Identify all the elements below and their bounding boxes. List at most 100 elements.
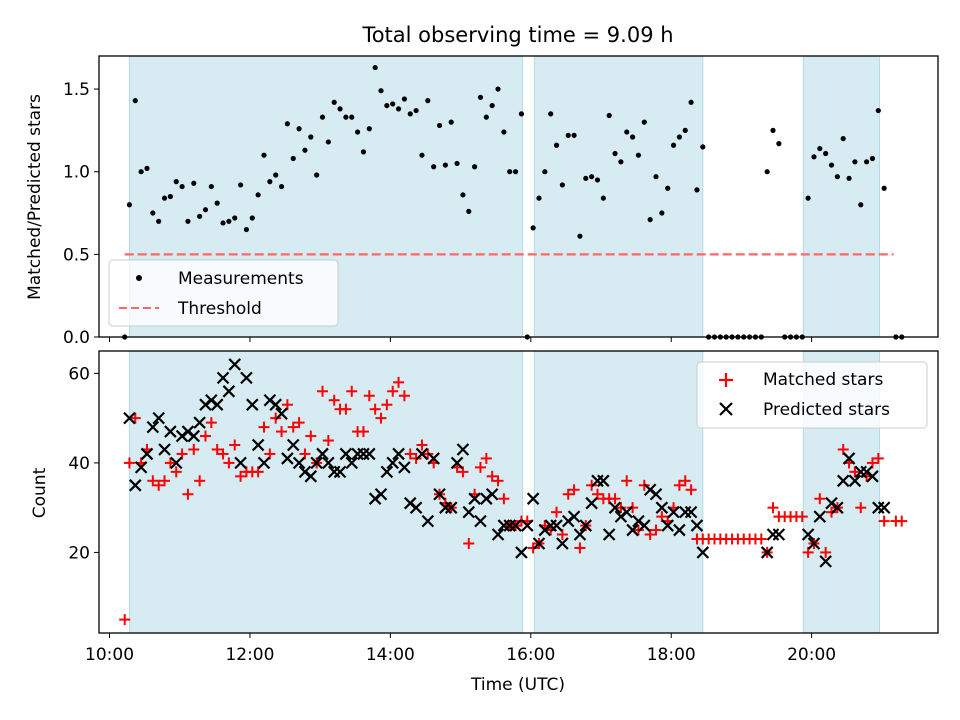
measurement-point: [618, 159, 624, 165]
measurement-point: [536, 195, 542, 201]
matched-stars-point: [258, 421, 270, 433]
predicted-stars-point: [450, 456, 464, 470]
top-panel-legend-box: [108, 259, 339, 327]
predicted-stars-point: [567, 510, 581, 523]
x-tick-label: 18:00: [647, 645, 696, 665]
measurement-point: [840, 136, 846, 142]
measurement-point: [489, 102, 495, 109]
predicted-stars-point: [573, 528, 587, 541]
figure-title: Total observing time = 9.09 h: [361, 23, 673, 47]
predicted-stars-point: [556, 537, 569, 550]
measurement-point: [419, 152, 425, 158]
shaded-interval: [533, 350, 704, 634]
top-panel-x-axis: [109, 337, 813, 342]
measurement-point: [261, 152, 267, 158]
measurement-point: [641, 119, 647, 125]
measurement-point: [700, 144, 706, 150]
matched-stars-point: [194, 475, 206, 487]
predicted-stars-point: [322, 456, 335, 470]
predicted-stars-point: [345, 456, 359, 470]
measurement-point: [237, 182, 244, 188]
measurement-point: [156, 218, 162, 224]
bottom-panel-y-axis: 20 40 60: [68, 364, 99, 563]
matched-stars-point: [644, 529, 656, 541]
measurement-point: [232, 215, 238, 221]
y-tick-label: 60: [68, 364, 90, 384]
measurement-point: [214, 200, 220, 206]
matched-stars-point: [217, 448, 229, 460]
predicted-stars-point: [690, 519, 704, 532]
bottom-panel-plot-area: [119, 358, 908, 626]
measurement-point: [319, 114, 326, 120]
measurement-point: [179, 183, 185, 190]
measurement-point: [132, 98, 138, 104]
predicted-stars-point: [667, 505, 680, 519]
matched-stars-point: [223, 457, 235, 469]
measurement-point: [343, 114, 349, 120]
measurement-point: [436, 122, 443, 129]
y-tick-label: 1.0: [63, 163, 90, 183]
measurement-point: [864, 159, 870, 165]
matched-stars-point: [199, 430, 211, 442]
predicted-stars-point: [673, 523, 686, 537]
measurement-point: [448, 119, 454, 125]
predicted-stars-point: [169, 456, 183, 470]
matched-stars-point: [621, 475, 633, 487]
bottom-panel-x-axis: 10:00 12:00 14:00 16:00 18:00 20:00: [85, 633, 836, 665]
matched-stars-point: [820, 546, 832, 558]
matched-stars-point: [346, 385, 358, 397]
x-tick-label: 12:00: [225, 645, 274, 665]
measurement-point: [185, 218, 191, 224]
measurement-point: [284, 121, 290, 127]
measurement-point: [173, 179, 179, 185]
measurement-point: [255, 192, 261, 198]
matched-stars-point: [896, 515, 908, 527]
measurement-point: [360, 149, 367, 155]
matched-stars-point: [837, 443, 849, 455]
matched-stars-point: [176, 448, 188, 460]
predicted-stars-point: [158, 443, 171, 456]
measurement-point: [349, 114, 355, 120]
measurement-point: [811, 154, 817, 160]
predicted-stars-point: [433, 487, 446, 501]
matched-stars-point: [802, 546, 814, 558]
measurement-point: [600, 195, 606, 201]
matched-stars-point: [316, 385, 328, 397]
matched-stars-point: [492, 475, 504, 487]
x-tick-label: 16:00: [506, 645, 555, 665]
predicted-stars-point: [696, 546, 710, 559]
measurement-point: [606, 112, 612, 119]
predicted-stars-point: [210, 398, 224, 411]
matched-stars-point: [211, 443, 223, 455]
predicted-stars-point: [532, 537, 546, 550]
matched-stars-point: [574, 542, 586, 554]
measurement-point: [635, 152, 642, 158]
measurement-point: [682, 127, 688, 133]
measurement-point: [273, 172, 279, 178]
predicted-stars-point: [228, 358, 242, 371]
measurement-point: [501, 129, 507, 135]
predicted-stars-point: [409, 501, 423, 514]
measurement-point: [548, 111, 554, 117]
predicted-stars-point: [831, 501, 844, 514]
measurement-point: [495, 86, 501, 92]
shaded-interval: [802, 55, 880, 338]
measurement-point: [407, 111, 413, 117]
top-panel-y-axis-label: Matched/Predicted stars: [25, 94, 45, 300]
predicted-stars-point: [275, 407, 288, 420]
matched-stars-point: [498, 493, 510, 505]
matched-stars-point: [591, 488, 603, 500]
top-panel-frame: [98, 55, 939, 338]
predicted-stars-point: [281, 452, 294, 465]
measurement-point: [518, 111, 525, 117]
predicted-stars-point: [123, 411, 136, 425]
matched-stars-point: [235, 470, 247, 482]
measurement-point: [530, 225, 536, 231]
predicted-stars-point: [579, 519, 593, 532]
matched-stars-point: [673, 479, 685, 491]
bottom-panel-y-axis-label: Count: [30, 467, 50, 518]
predicted-stars-point: [316, 447, 329, 461]
bottom-panel: 10:00 12:00 14:00 16:00 18:00 20:00 20 40 60 Co…: [30, 350, 939, 665]
y-tick-label: 20: [68, 543, 90, 563]
